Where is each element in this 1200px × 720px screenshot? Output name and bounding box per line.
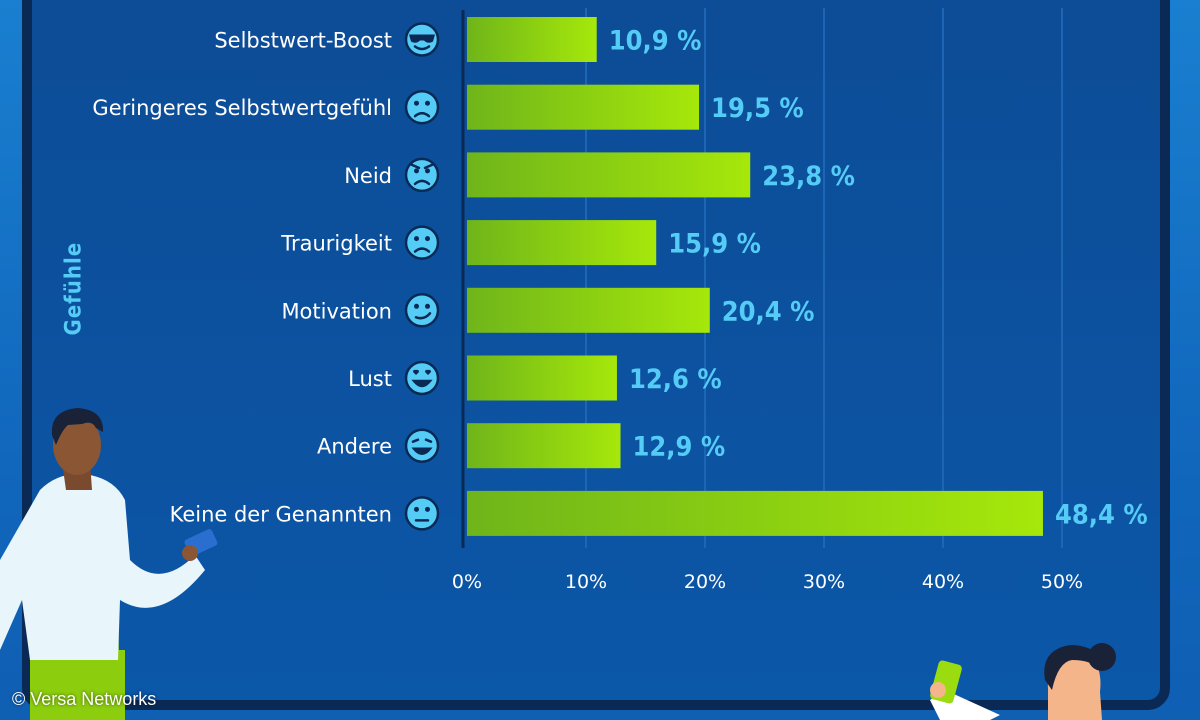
x-tick-label: 0% bbox=[452, 571, 482, 593]
angry-emoji-icon bbox=[404, 157, 440, 193]
x-tick-label: 10% bbox=[565, 571, 607, 593]
bar bbox=[467, 152, 751, 198]
category-label: Traurigkeit bbox=[280, 232, 392, 256]
category-label: Motivation bbox=[281, 299, 392, 323]
y-axis-title: Gefühle bbox=[61, 241, 87, 336]
value-label: 23,8 % bbox=[762, 161, 855, 192]
sad-emoji-icon bbox=[404, 225, 440, 260]
x-tick-label: 20% bbox=[684, 571, 726, 593]
category-label: Lust bbox=[348, 367, 392, 391]
sunglasses-emoji-icon bbox=[404, 22, 440, 57]
value-label: 12,6 % bbox=[629, 364, 722, 395]
value-label: 12,9 % bbox=[633, 432, 726, 463]
laughing-tears-emoji-icon bbox=[404, 428, 440, 463]
category-label: Neid bbox=[344, 164, 392, 188]
bar bbox=[467, 490, 1043, 536]
category-label: Andere bbox=[317, 435, 392, 459]
value-label: 10,9 % bbox=[609, 26, 702, 57]
value-label: 15,9 % bbox=[668, 229, 761, 260]
category-label: Selbstwert-Boost bbox=[214, 29, 392, 53]
x-tick-label: 30% bbox=[803, 571, 845, 593]
value-label: 19,5 % bbox=[711, 93, 804, 124]
bar bbox=[467, 423, 621, 469]
bar bbox=[467, 355, 617, 401]
bar bbox=[467, 17, 597, 62]
neutral-emoji-icon bbox=[404, 496, 440, 531]
value-label: 48,4 % bbox=[1055, 499, 1148, 530]
category-label: Keine der Genannten bbox=[170, 502, 392, 526]
heart-eyes-emoji-icon bbox=[404, 360, 440, 396]
bar bbox=[467, 220, 657, 266]
x-tick-label: 50% bbox=[1041, 571, 1083, 593]
frowning-emoji-icon bbox=[404, 89, 440, 125]
x-tick-label: 40% bbox=[922, 571, 964, 593]
value-label: 20,4 % bbox=[722, 296, 815, 327]
bar bbox=[467, 84, 700, 130]
credit-text: © Versa Networks bbox=[12, 689, 157, 709]
smirk-emoji-icon bbox=[404, 293, 440, 328]
category-label: Geringeres Selbstwertgefühl bbox=[92, 96, 392, 120]
bar bbox=[467, 287, 710, 333]
